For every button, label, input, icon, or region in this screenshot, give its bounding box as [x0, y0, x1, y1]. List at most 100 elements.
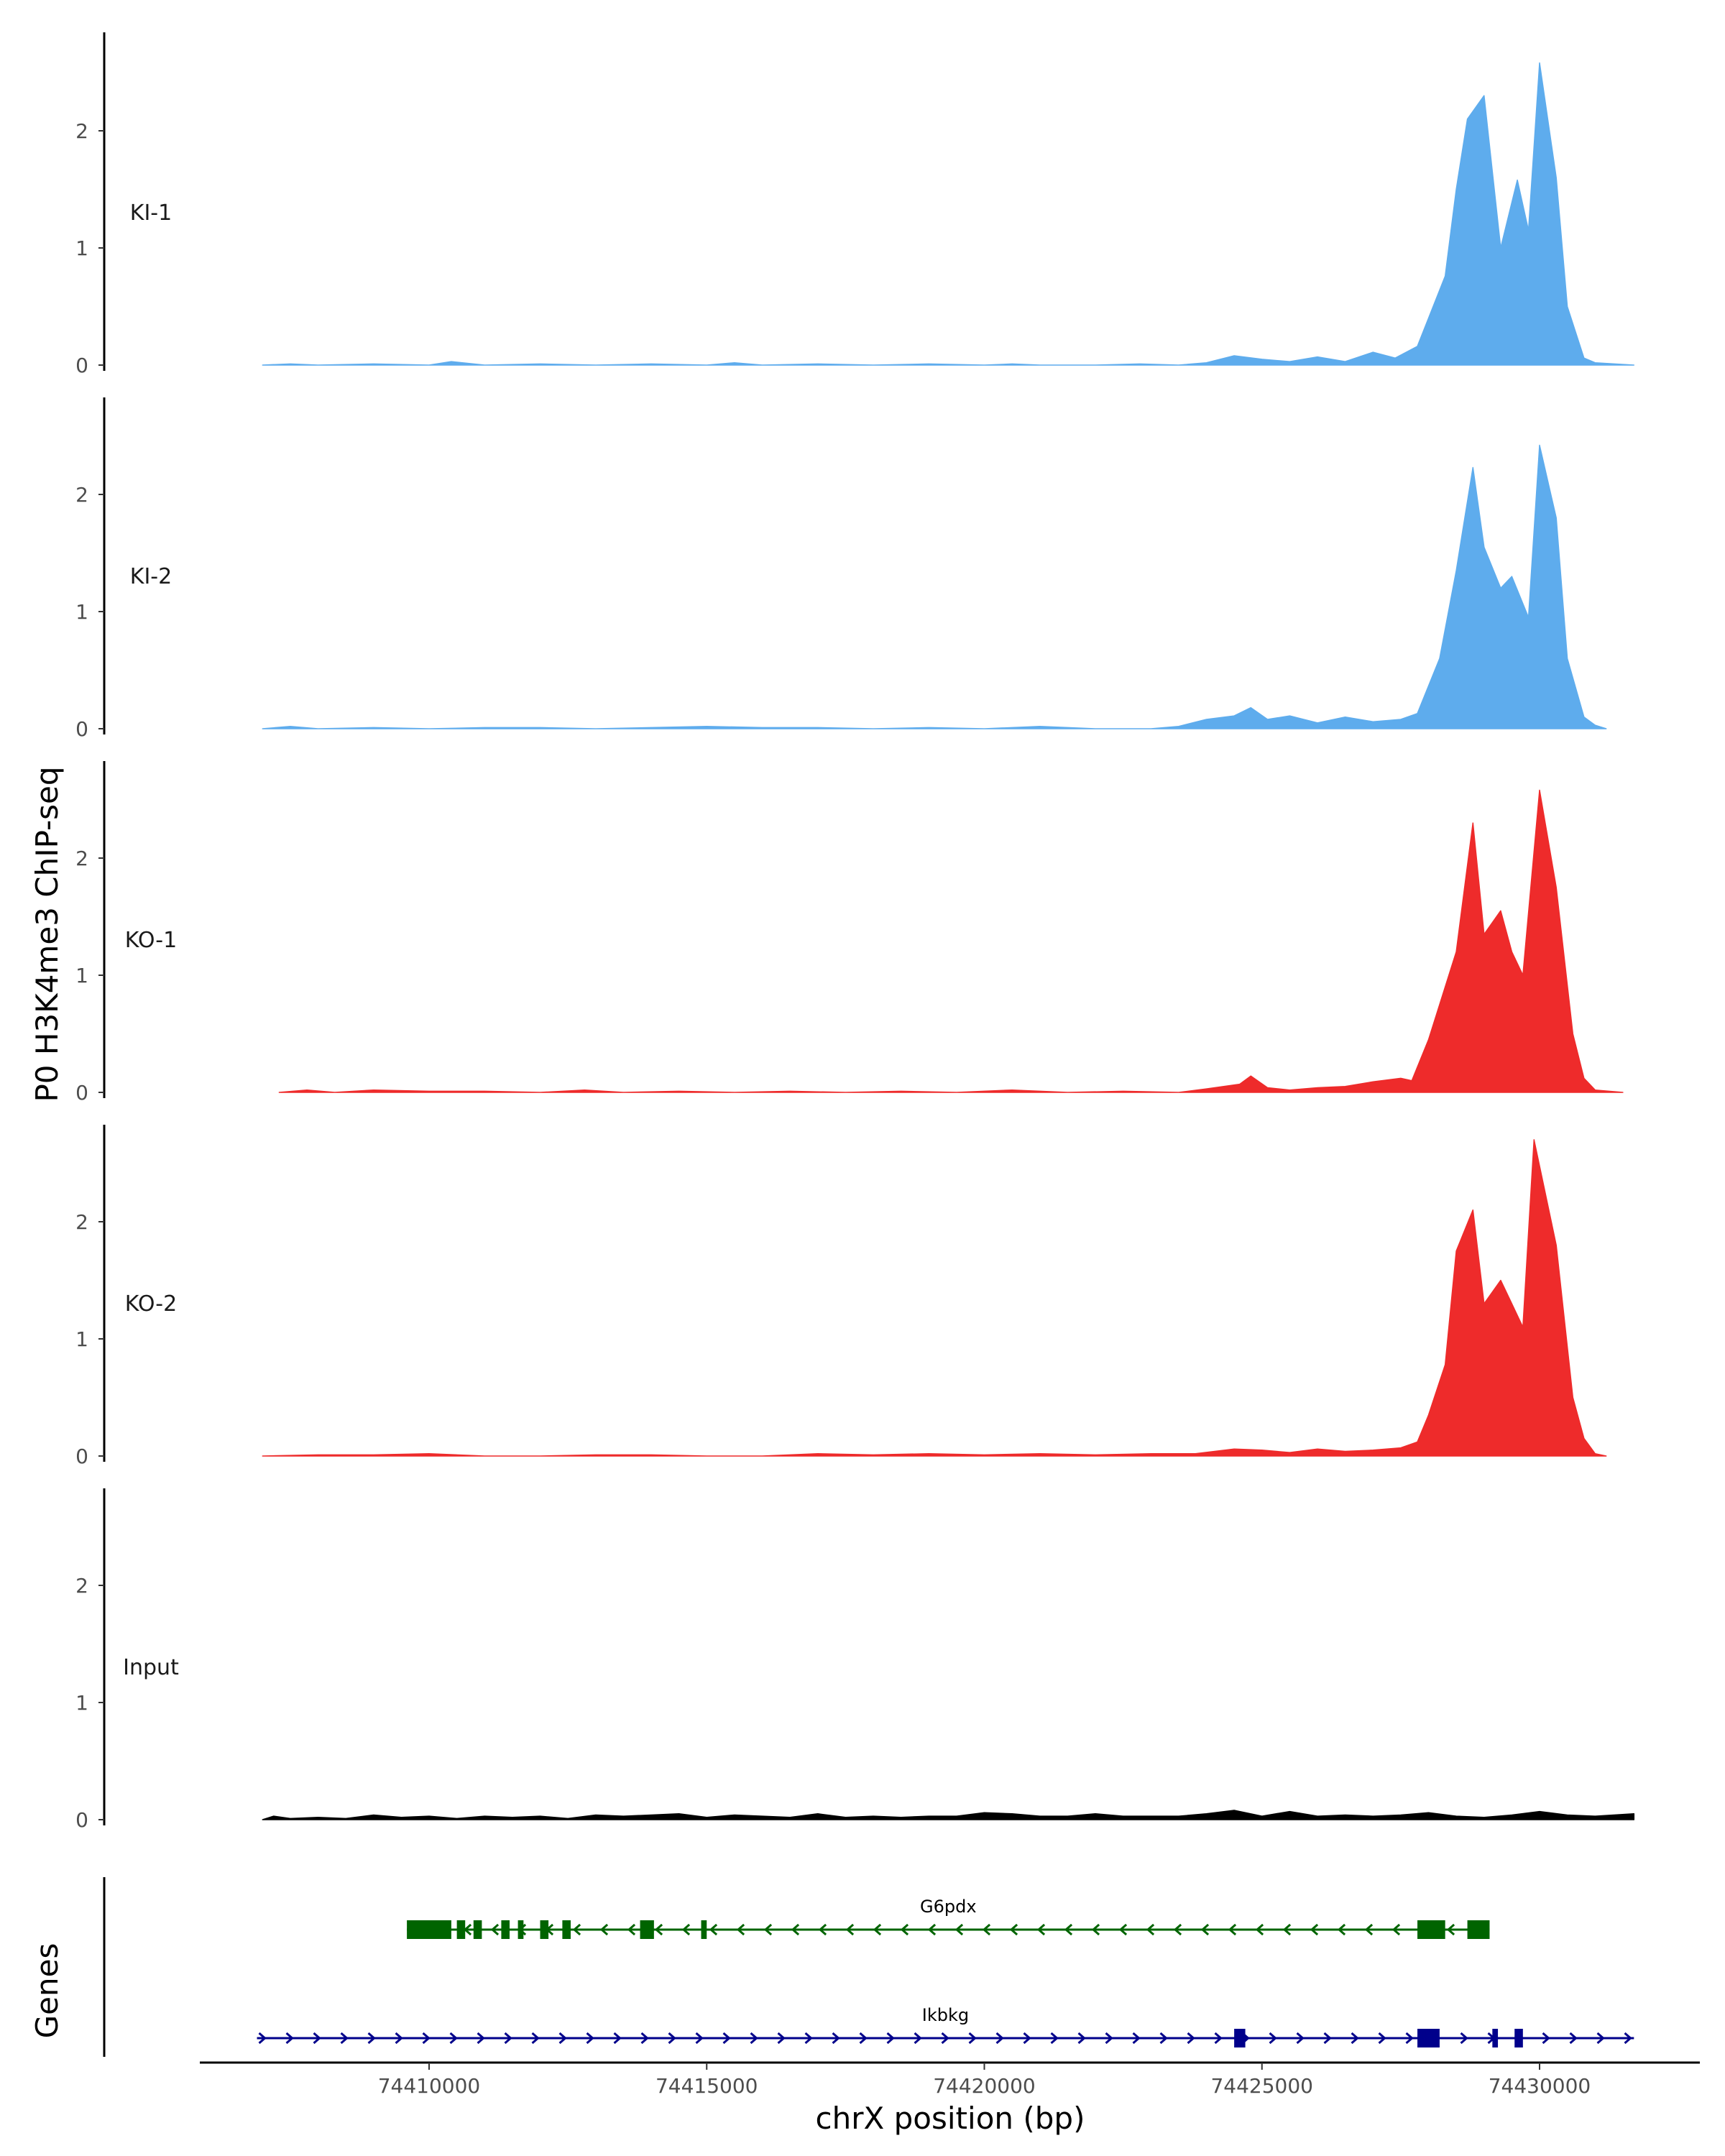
gene-exon — [640, 1920, 654, 1939]
strand-arrow — [1596, 2032, 1605, 2045]
strand-arrow — [1569, 2032, 1578, 2045]
y-axis-title: P0 H3K4me3 ChIP-seq — [29, 766, 65, 1102]
coverage-area-input — [262, 1810, 1635, 1820]
gene-exon — [407, 1920, 451, 1939]
strand-arrow — [1624, 2032, 1632, 2045]
strand-arrow — [1009, 1923, 1018, 1936]
y-tick-label: 2 — [75, 119, 88, 143]
strand-arrow — [886, 2032, 895, 2045]
strand-arrow — [613, 2032, 622, 2045]
track-label-ko-1: KO-1 — [125, 928, 177, 953]
gene-exon — [1492, 2029, 1499, 2047]
strand-arrow — [1173, 1923, 1182, 1936]
y-tick-label: 0 — [75, 354, 88, 377]
x-axis-title: chrX position (bp) — [816, 2101, 1085, 2136]
y-tick-label: 2 — [75, 1574, 88, 1598]
x-axis: 74410000 74415000 74420000 74425000 74430000 — [200, 2061, 1700, 2098]
coverage-area-ko-1 — [278, 789, 1624, 1093]
strand-arrow — [832, 2032, 840, 2045]
x-tick-label: 74430000 — [1489, 2074, 1591, 2098]
strand-arrow — [1446, 1923, 1455, 1936]
track-label-ki-1: KI-1 — [130, 201, 172, 226]
strand-arrow — [558, 2032, 567, 2045]
y-tick-label: 0 — [75, 1808, 88, 1832]
y-tick-label: 0 — [75, 717, 88, 741]
strand-arrow — [1091, 1923, 1100, 1936]
strand-arrow — [1351, 2032, 1359, 2045]
gene-track: G6pdx Ikbkg — [103, 1877, 1634, 2057]
gene-exon — [1417, 1920, 1445, 1939]
strand-arrow — [668, 2032, 676, 2045]
strand-arrow — [968, 2032, 977, 2045]
strand-arrow — [1050, 2032, 1059, 2045]
strand-arrow — [572, 1923, 581, 1936]
strand-arrow — [1282, 1923, 1292, 1936]
strand-arrow — [804, 2032, 813, 2045]
y-tick-label: 1 — [75, 236, 88, 260]
strand-arrow — [1159, 2032, 1168, 2045]
strand-arrow — [791, 1923, 800, 1936]
strand-arrow — [914, 2032, 922, 2045]
strand-arrow — [1460, 2032, 1468, 2045]
strand-arrow — [477, 2032, 485, 2045]
strand-arrow — [1228, 1923, 1237, 1936]
track-panel-ko-2: 0 1 2 KO-2 — [75, 1125, 1607, 1468]
gene-exon — [1467, 1920, 1490, 1939]
strand-arrow — [490, 1923, 500, 1936]
strand-arrow — [313, 2032, 321, 2045]
strand-arrow — [873, 1923, 882, 1936]
coverage-area-ki-2 — [262, 444, 1607, 729]
strand-arrow — [285, 2032, 294, 2045]
coverage-area-ki-1 — [262, 62, 1635, 366]
strand-arrow — [954, 1923, 964, 1936]
strand-arrow — [1296, 2032, 1305, 2045]
strand-arrow — [340, 2032, 349, 2045]
y-tick-label: 2 — [75, 1210, 88, 1234]
strand-arrow — [1105, 2032, 1113, 2045]
gene-exon — [701, 1920, 707, 1939]
track-panel-ki-2: 0 1 2 KI-2 — [75, 397, 1607, 741]
x-tick-label: 74425000 — [1210, 2074, 1313, 2098]
strand-arrow — [367, 2032, 376, 2045]
strand-arrow — [1036, 1923, 1046, 1936]
y-tick-label: 1 — [75, 964, 88, 987]
strand-arrow — [654, 1923, 663, 1936]
strand-arrow — [1064, 1923, 1073, 1936]
gene-exon — [1514, 2029, 1523, 2047]
gene-exon — [1234, 2029, 1246, 2047]
gene-label-g6pdx: G6pdx — [920, 1897, 977, 1917]
strand-arrow — [722, 2032, 731, 2045]
strand-arrow — [449, 2032, 458, 2045]
x-tick-label: 74410000 — [378, 2074, 481, 2098]
track-panel-ko-1: 0 1 2 KO-1 — [75, 761, 1624, 1105]
strand-arrow — [995, 2032, 1004, 2045]
y-tick-label: 2 — [75, 483, 88, 507]
track-label-ko-2: KO-2 — [125, 1291, 177, 1317]
strand-arrow — [1023, 2032, 1031, 2045]
strand-arrow — [504, 2032, 512, 2045]
strand-arrow — [681, 1923, 691, 1936]
strand-arrow — [941, 2032, 949, 2045]
strand-arrow — [1269, 2032, 1277, 2045]
track-label-input: Input — [123, 1655, 179, 1680]
track-label-ki-2: KI-2 — [130, 564, 172, 589]
x-tick-label: 74415000 — [656, 2074, 758, 2098]
y-tick-label: 0 — [75, 1445, 88, 1468]
gene-exon — [456, 1920, 466, 1939]
strand-arrow — [845, 1923, 855, 1936]
strand-arrow — [1118, 1923, 1128, 1936]
x-tick-label: 74420000 — [933, 2074, 1036, 2098]
gene-exon — [518, 1920, 524, 1939]
strand-arrow — [627, 1923, 636, 1936]
strand-arrow — [1323, 2032, 1332, 2045]
y-tick-label: 1 — [75, 1327, 88, 1351]
gene-exon — [540, 1920, 549, 1939]
strand-arrow — [736, 1923, 745, 1936]
strand-arrow — [777, 2032, 786, 2045]
strand-arrow — [709, 1923, 718, 1936]
coverage-tracks: 0 1 2 KI-1 0 1 2 KI-2 0 1 2 KO-1 0 1 2 KO-2 0 1 2 Input — [75, 32, 1635, 1832]
strand-arrow — [258, 2032, 267, 2045]
strand-arrow — [1255, 1923, 1264, 1936]
gene-label-ikbkg: Ikbkg — [922, 2005, 969, 2025]
